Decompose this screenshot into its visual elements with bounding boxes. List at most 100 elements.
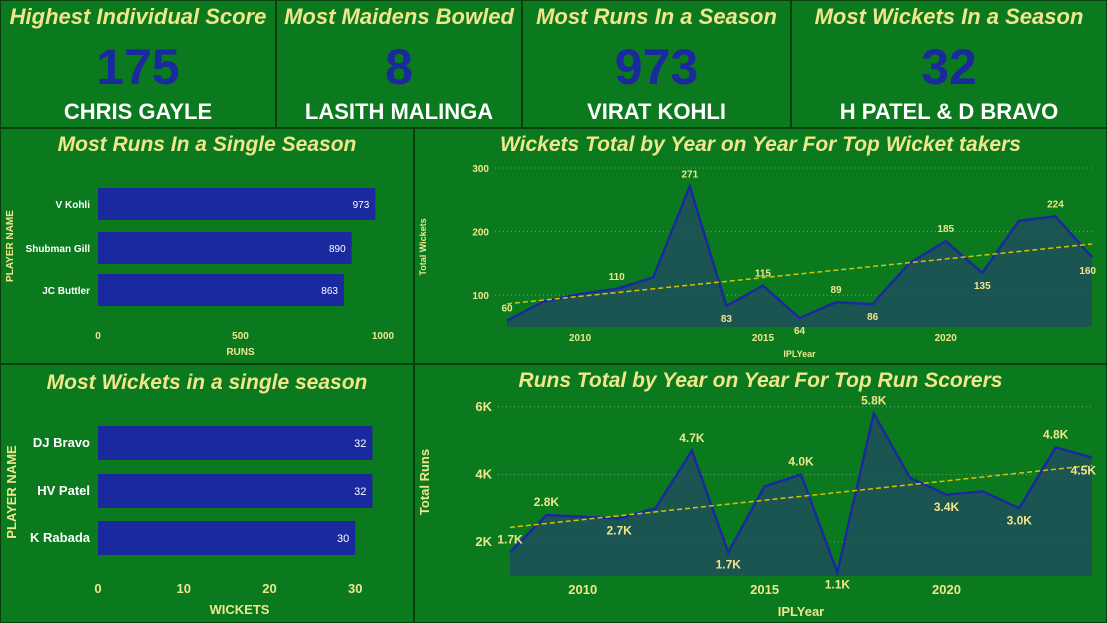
category-label: HV Patel <box>37 483 90 498</box>
data-label: 86 <box>867 312 879 323</box>
x-tick-label: 2010 <box>568 582 597 597</box>
kpi-title: Most Runs In a Season <box>536 4 777 29</box>
bar-value-label: 890 <box>329 244 346 255</box>
x-tick-label: 2020 <box>935 333 958 344</box>
bar <box>98 521 356 555</box>
category-label: V Kohli <box>56 200 91 211</box>
bar-value-label: 973 <box>353 200 370 211</box>
kpi-card-most-maidens: Most Maidens Bowled 8 LASITH MALINGA <box>276 0 522 128</box>
data-label: 115 <box>755 269 772 280</box>
data-label: 271 <box>681 169 698 180</box>
bar <box>98 474 373 508</box>
bar <box>98 188 376 220</box>
x-tick-label: 30 <box>348 581 362 596</box>
data-label: 110 <box>609 272 626 283</box>
y-tick-label: 4K <box>475 466 492 481</box>
y-axis-title: Total Runs <box>417 449 432 515</box>
bar-value-label: 30 <box>337 533 349 545</box>
x-tick-label: 0 <box>95 331 101 342</box>
x-axis-title: RUNS <box>226 347 255 358</box>
data-label: 5.8K <box>861 394 887 408</box>
x-tick-label: 1000 <box>372 331 395 342</box>
bar <box>98 274 344 306</box>
data-label: 160 <box>1079 266 1096 277</box>
runs-single-season-chart: Most Runs In a Single Season 973 V Kohli 8… <box>0 128 414 364</box>
data-label: 135 <box>974 281 991 292</box>
kpi-player: LASITH MALINGA <box>304 99 494 124</box>
x-axis-title: WICKETS <box>210 602 270 617</box>
kpi-value: 32 <box>921 39 977 95</box>
kpi-title: Highest Individual Score <box>9 4 267 29</box>
data-label: 185 <box>937 224 954 235</box>
x-tick-label: 0 <box>94 581 101 596</box>
data-label: 4.5K <box>1071 464 1097 478</box>
kpi-title: Most Maidens Bowled <box>284 4 514 29</box>
x-axis-title: IPLYear <box>778 604 825 619</box>
category-label: K Rabada <box>30 530 91 545</box>
x-tick-label: 2015 <box>750 582 779 597</box>
data-label: 83 <box>721 314 733 325</box>
y-axis-title: PLAYER NAME <box>4 445 19 539</box>
chart-title: Most Runs In a Single Season <box>57 133 357 156</box>
runs-by-year-chart: Runs Total by Year on Year For Top Run S… <box>414 364 1107 623</box>
category-label: JC Buttler <box>42 286 90 297</box>
data-label: 2.7K <box>606 523 632 537</box>
data-label: 224 <box>1047 199 1064 210</box>
data-label: 89 <box>831 285 843 296</box>
wickets-single-season-chart: Most Wickets in a single season 32 DJ Bra… <box>0 364 414 623</box>
wickets-area-chart-svg: 100 200 300 60 110 271 83 115 64 89 86 185 135 224 160… <box>418 164 1096 359</box>
x-tick-label: 2015 <box>752 333 775 344</box>
category-label: Shubman Gill <box>26 244 91 255</box>
y-tick-label: 2K <box>475 534 492 549</box>
y-tick-label: 100 <box>472 291 489 302</box>
trend-line <box>509 464 1093 529</box>
kpi-player: VIRAT KOHLI <box>587 99 726 124</box>
runs-bar-chart-svg: 973 V Kohli 890 Shubman Gill 863 JC Buttler 0 5… <box>5 188 395 358</box>
data-label: 4.8K <box>1043 427 1069 441</box>
kpi-value: 973 <box>614 39 699 95</box>
x-tick-label: 10 <box>177 581 191 596</box>
kpi-title: Most Wickets In a Season <box>814 4 1084 29</box>
runs-area-chart-svg: 2K 4K 6K 1.7K 2.8K 2.7K 4.7K 1.7K 4.0K 1.1K 5.8K 3.… <box>417 394 1097 619</box>
kpi-card-most-wickets-season: Most Wickets In a Season 32 H PATEL & D … <box>791 0 1107 128</box>
data-label: 4.0K <box>788 454 814 468</box>
y-axis-title: Total Wickets <box>418 218 428 275</box>
y-axis-title: PLAYER NAME <box>5 210 16 282</box>
area-fill <box>510 413 1092 576</box>
kpi-player: CHRIS GAYLE <box>63 99 213 124</box>
bar-value-label: 32 <box>354 438 366 450</box>
data-label: 1.7K <box>497 532 523 546</box>
y-tick-label: 300 <box>472 164 489 175</box>
trend-line <box>506 243 1093 305</box>
x-tick-label: 500 <box>232 331 249 342</box>
y-tick-label: 200 <box>472 228 489 239</box>
bar <box>98 232 352 264</box>
wickets-by-year-chart: Wickets Total by Year on Year For Top Wi… <box>414 128 1107 364</box>
data-label: 64 <box>794 326 806 337</box>
data-label: 60 <box>501 304 513 315</box>
chart-title: Runs Total by Year on Year For Top Run S… <box>518 369 1003 392</box>
kpi-player: H PATEL & D BRAVO <box>839 99 1059 124</box>
series-line <box>509 410 1093 577</box>
area-fill <box>507 186 1092 327</box>
kpi-value: 8 <box>385 39 413 95</box>
bar-value-label: 32 <box>354 486 366 498</box>
chart-title: Most Wickets in a single season <box>46 371 368 394</box>
chart-title: Wickets Total by Year on Year For Top Wi… <box>500 133 1021 156</box>
category-label: DJ Bravo <box>33 435 90 450</box>
data-label: 4.7K <box>679 431 705 445</box>
kpi-card-highest-score: Highest Individual Score 175 CHRIS GAYLE <box>0 0 276 128</box>
x-axis-title: IPLYear <box>783 349 816 359</box>
y-tick-label: 6K <box>475 399 492 414</box>
series-line <box>506 182 1093 322</box>
x-tick-label: 2010 <box>569 333 592 344</box>
bar <box>98 426 373 460</box>
wickets-bar-chart-svg: 32 DJ Bravo 32 HV Patel 30 K Rabada 0 10 20 30 WIC… <box>4 426 373 617</box>
data-label: 1.7K <box>716 557 742 571</box>
kpi-value: 175 <box>96 39 180 95</box>
x-tick-label: 20 <box>262 581 276 596</box>
data-label: 3.4K <box>934 500 960 514</box>
kpi-card-most-runs-season: Most Runs In a Season 973 VIRAT KOHLI <box>522 0 791 128</box>
x-tick-label: 2020 <box>932 582 961 597</box>
data-label: 2.8K <box>534 495 560 509</box>
